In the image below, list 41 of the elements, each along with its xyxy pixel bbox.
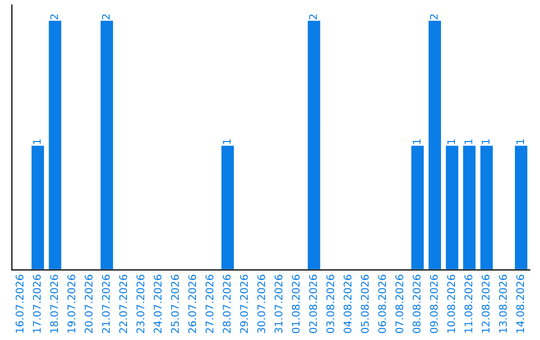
x-tick-label: 29.07.2026 <box>240 274 248 334</box>
data-label: 1 <box>222 139 231 144</box>
x-tick-label: 02.08.2026 <box>309 274 317 334</box>
x-tick-label: 31.07.2026 <box>274 274 282 333</box>
x-tick-label: 16.07.2026 <box>16 274 24 333</box>
x-tick-label: 03.08.2026 <box>326 274 334 334</box>
x-tick-label: 24.07.2026 <box>154 274 162 334</box>
x-tick-label: 10.08.2026 <box>447 274 456 333</box>
data-label: 2 <box>102 14 110 20</box>
x-tick-label: 11.08.2026 <box>464 274 472 333</box>
x-tick-label: 13.08.2026 <box>498 274 507 333</box>
x-tick-label: 08.08.2026 <box>412 274 421 334</box>
data-label: 1 <box>516 139 524 144</box>
x-tick-label: 30.07.2026 <box>257 274 266 333</box>
x-tick-label: 19.07.2026 <box>67 274 76 333</box>
x-tick-label: 14.08.2026 <box>516 274 524 333</box>
x-tick-label: 12.08.2026 <box>482 274 490 333</box>
x-tick-label: 18.07.2026 <box>50 274 58 333</box>
x-tick-label: 28.07.2026 <box>222 274 231 334</box>
x-tick-label: 09.08.2026 <box>430 274 438 334</box>
data-label: 2 <box>50 14 58 20</box>
x-tick-label: 23.07.2026 <box>136 274 144 334</box>
x-tick-label: 05.08.2026 <box>360 274 369 334</box>
data-label: 2 <box>309 14 317 20</box>
x-tick-label: 26.07.2026 <box>188 274 196 334</box>
data-label: 2 <box>430 14 438 20</box>
x-tick-label: 27.07.2026 <box>206 274 214 334</box>
data-label: 1 <box>482 139 490 144</box>
x-tick-label: 06.08.2026 <box>378 274 386 334</box>
data-label: 1 <box>447 139 455 144</box>
data-label: 1 <box>33 139 41 144</box>
data-label: 1 <box>412 139 420 144</box>
x-tick-label: 22.07.2026 <box>119 274 128 334</box>
x-tick-label: 04.08.2026 <box>344 274 352 334</box>
x-tick-label: 17.07.2026 <box>32 274 41 333</box>
data-label: 1 <box>464 139 472 144</box>
x-tick-label: 01.08.2026 <box>292 274 300 334</box>
x-tick-label: 07.08.2026 <box>395 274 404 334</box>
x-tick-label: 21.07.2026 <box>102 274 110 334</box>
x-tick-label: 20.07.2026 <box>84 274 93 334</box>
x-tick-label: 25.07.2026 <box>171 274 179 334</box>
